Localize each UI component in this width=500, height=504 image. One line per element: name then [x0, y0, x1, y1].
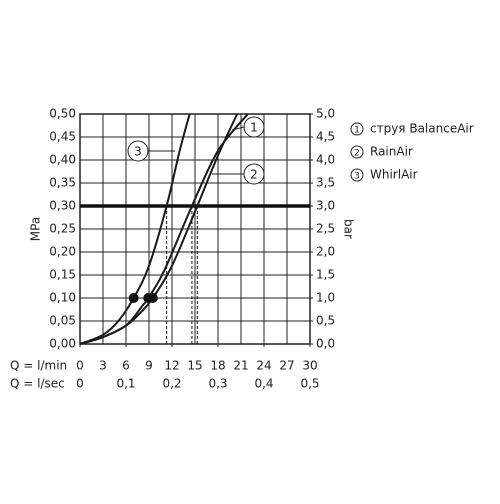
y-tick-label: 0,45	[49, 130, 76, 144]
y2-tick-label: 0,0	[316, 337, 335, 351]
operating-point	[147, 293, 158, 303]
legend-circle	[350, 122, 364, 136]
y2-tick-label: 5,0	[316, 107, 335, 121]
x2-tick-label: 0,1	[116, 377, 135, 391]
x-tick-label: 3	[99, 359, 107, 373]
legend-number: 3	[354, 172, 360, 182]
x-tick-label: 18	[210, 359, 225, 373]
y2-tick-label: 4,5	[316, 130, 335, 144]
x2-tick-label: 0,5	[300, 377, 319, 391]
x2-tick-label: 0,3	[208, 377, 227, 391]
x-tick-label: 0	[76, 359, 84, 373]
legend-number: 2	[354, 149, 360, 159]
legend-label: WhirlAir	[370, 168, 418, 182]
x-axis-label: Q = l/min	[10, 359, 67, 373]
legend-label: RainAir	[370, 145, 413, 159]
y2-tick-label: 4,0	[316, 153, 335, 167]
x2-tick-label: 0	[76, 377, 84, 391]
legend-number: 1	[354, 126, 360, 136]
y2-axis-label: bar	[342, 219, 356, 239]
y2-tick-label: 2,5	[316, 222, 335, 236]
y-tick-label: 0,25	[49, 222, 76, 236]
y-tick-label: 0,35	[49, 176, 76, 190]
legend-label: струя BalanceAir	[370, 122, 474, 136]
x2-tick-label: 0,2	[162, 377, 181, 391]
x-tick-label: 15	[187, 359, 202, 373]
plot-frame	[79, 113, 311, 345]
x-tick-label: 21	[233, 359, 248, 373]
x-tick-label: 6	[122, 359, 130, 373]
x-tick-label: 9	[145, 359, 153, 373]
y-tick-label: 0,40	[49, 153, 76, 167]
y-tick-label: 0,05	[49, 314, 76, 328]
label-circle	[243, 116, 265, 138]
y-tick-label: 0,50	[49, 107, 76, 121]
y-axis-label: MPa	[29, 217, 43, 241]
x-tick-label: 30	[302, 359, 317, 373]
label-leader	[231, 126, 245, 131]
curve	[79, 113, 191, 345]
curve-label: 1	[250, 121, 258, 135]
y2-tick-label: 0,5	[316, 314, 335, 328]
y-tick-label: 0,15	[49, 268, 76, 282]
y2-tick-label: 1,5	[316, 268, 335, 282]
y2-tick-label: 1,0	[316, 291, 335, 305]
y-tick-label: 0,30	[49, 199, 76, 213]
y-tick-label: 0,10	[49, 291, 76, 305]
y2-tick-label: 2,0	[316, 245, 335, 259]
curve-label: 3	[134, 145, 142, 159]
x-tick-label: 27	[279, 359, 294, 373]
legend-circle	[350, 168, 364, 182]
y-tick-label: 0,20	[49, 245, 76, 259]
y2-tick-label: 3,0	[316, 199, 335, 213]
label-circle	[243, 163, 265, 185]
curve-label: 2	[250, 168, 258, 182]
x-tick-label: 12	[164, 359, 179, 373]
legend-circle	[350, 145, 364, 159]
y-tick-label: 0,00	[49, 337, 76, 351]
x-tick-label: 24	[256, 359, 271, 373]
operating-point	[128, 293, 139, 303]
x2-tick-label: 0,4	[254, 377, 273, 391]
x2-axis-label: Q = l/sec	[10, 377, 65, 391]
label-circle	[127, 140, 149, 162]
y2-tick-label: 3,5	[316, 176, 335, 190]
